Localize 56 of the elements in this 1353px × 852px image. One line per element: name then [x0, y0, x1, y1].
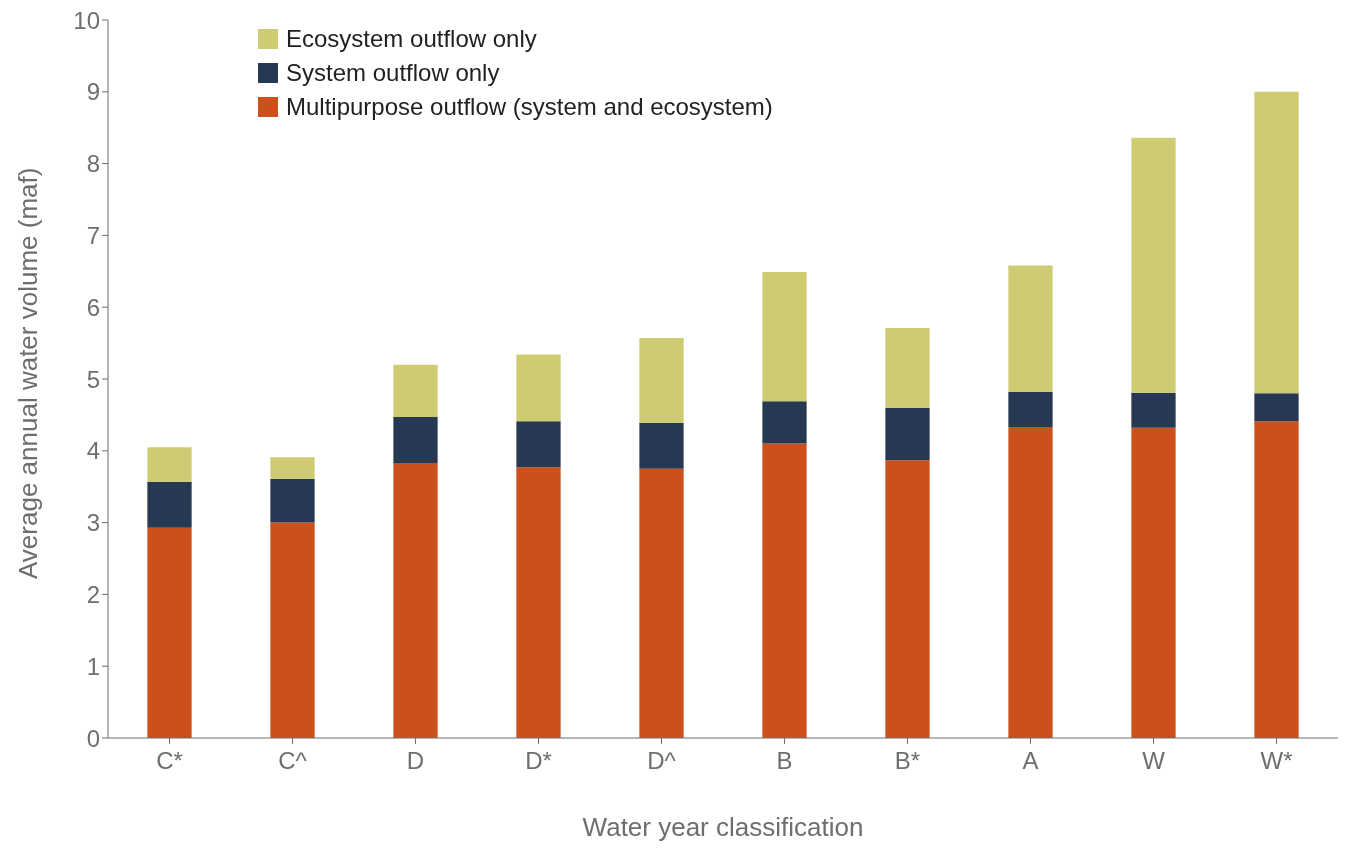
bar — [762, 272, 807, 402]
legend-label: Multipurpose outflow (system and ecosystem) — [286, 93, 773, 121]
bar — [147, 481, 192, 528]
bar — [393, 364, 438, 418]
bar — [1131, 392, 1176, 428]
bar — [885, 460, 930, 738]
bar — [1008, 427, 1053, 738]
x-tick-label: C* — [156, 747, 183, 775]
bar — [762, 443, 807, 738]
bar — [639, 422, 684, 469]
bar — [516, 421, 561, 468]
bar — [147, 527, 192, 738]
x-tick-label: W — [1142, 747, 1166, 775]
bar — [1254, 421, 1299, 738]
y-tick-label: 9 — [86, 78, 100, 106]
x-tick-label: C^ — [278, 747, 308, 775]
bar — [516, 467, 561, 738]
y-tick-label: 5 — [86, 365, 100, 393]
bar — [270, 478, 315, 523]
y-tick-label: 10 — [73, 6, 100, 34]
bar — [885, 328, 930, 408]
bar — [1254, 393, 1299, 422]
x-tick-label: B — [776, 747, 793, 775]
bar — [1131, 137, 1176, 393]
x-axis-title: Water year classification — [582, 812, 864, 843]
y-tick-label: 4 — [86, 437, 100, 465]
bar — [1008, 265, 1053, 392]
x-tick-label: D* — [525, 747, 552, 775]
x-tick-label: A — [1022, 747, 1039, 775]
bar — [147, 447, 192, 482]
bar — [639, 338, 684, 423]
bar — [393, 463, 438, 738]
y-axis-title: Average annual water volume (maf) — [13, 167, 44, 579]
y-tick-label: 7 — [86, 221, 100, 249]
bar — [1254, 91, 1299, 394]
bar — [1131, 427, 1176, 738]
x-tick-label: W* — [1260, 747, 1293, 775]
y-tick-label: 3 — [86, 509, 100, 537]
bar — [393, 417, 438, 464]
x-tick-label: D^ — [647, 747, 677, 775]
y-tick-label: 2 — [86, 580, 100, 608]
x-tick-label: B* — [894, 747, 921, 775]
bar — [639, 468, 684, 738]
y-tick-label: 0 — [86, 724, 100, 752]
y-tick-label: 6 — [86, 293, 100, 321]
legend-label: Ecosystem outflow only — [286, 25, 537, 53]
bar — [270, 522, 315, 738]
bar — [270, 457, 315, 479]
y-tick-label: 8 — [86, 150, 100, 178]
legend-label: System outflow only — [286, 59, 500, 87]
bar — [762, 401, 807, 444]
bar — [516, 354, 561, 422]
y-tick-label: 1 — [86, 652, 100, 680]
bar — [1008, 391, 1053, 428]
x-tick-label: D — [406, 747, 425, 775]
bar — [885, 407, 930, 461]
